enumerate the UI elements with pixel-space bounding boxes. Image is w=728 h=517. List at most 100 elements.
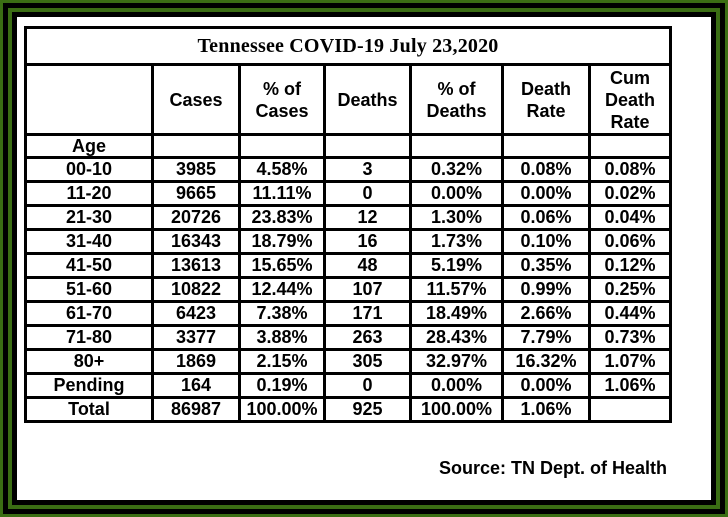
age-cell: 21-30 — [24, 204, 154, 231]
cases-cell: 1869 — [151, 348, 241, 375]
pct-deaths-cell: 0.00% — [409, 180, 504, 207]
table-row: 41-50 13613 15.65% 48 5.19% 0.35% 0.12% — [24, 252, 672, 279]
source-note: Source: TN Dept. of Health — [439, 458, 668, 478]
cases-cell: 20726 — [151, 204, 241, 231]
header-cases: Cases — [151, 63, 241, 136]
pct-deaths-cell: 11.57% — [409, 276, 504, 303]
death-rate-cell: 0.00% — [501, 180, 591, 207]
cases-cell: 164 — [151, 372, 241, 399]
table-row: 21-30 20726 23.83% 12 1.30% 0.06% 0.04% — [24, 204, 672, 231]
cases-cell: 16343 — [151, 228, 241, 255]
death-rate-cell: 0.00% — [501, 372, 591, 399]
age-cell: 71-80 — [24, 324, 154, 351]
deaths-cell: 171 — [323, 300, 412, 327]
header-pct-deaths: % of Deaths — [409, 63, 504, 136]
cases-cell: 6423 — [151, 300, 241, 327]
header-blank — [24, 63, 154, 136]
cum-death-rate-cell: 0.02% — [588, 180, 672, 207]
cum-death-rate-cell: 0.04% — [588, 204, 672, 231]
table-row: Pending 164 0.19% 0 0.00% 0.00% 1.06% — [24, 372, 672, 399]
pct-cases-cell: 11.11% — [238, 180, 326, 207]
age-label: Age — [24, 133, 154, 159]
table-row: 51-60 10822 12.44% 107 11.57% 0.99% 0.25% — [24, 276, 672, 303]
cum-death-rate-cell: 1.07% — [588, 348, 672, 375]
age-cell: 00-10 — [24, 156, 154, 183]
pct-cases-cell: 3.88% — [238, 324, 326, 351]
table-row: 11-20 9665 11.11% 0 0.00% 0.00% 0.02% — [24, 180, 672, 207]
deaths-cell: 0 — [323, 372, 412, 399]
pct-cases-cell: 100.00% — [238, 396, 326, 423]
death-rate-cell: 0.10% — [501, 228, 591, 255]
age-label-row: Age — [24, 133, 672, 159]
age-cell: 41-50 — [24, 252, 154, 279]
cases-cell: 3377 — [151, 324, 241, 351]
deaths-cell: 925 — [323, 396, 412, 423]
cum-death-rate-cell: 1.06% — [588, 372, 672, 399]
age-cell: 80+ — [24, 348, 154, 375]
cum-death-rate-cell: 0.08% — [588, 156, 672, 183]
header-pct-cases: % of Cases — [238, 63, 326, 136]
table-row: Total 86987 100.00% 925 100.00% 1.06% — [24, 396, 672, 423]
table-row: 71-80 3377 3.88% 263 28.43% 7.79% 0.73% — [24, 324, 672, 351]
cases-cell: 9665 — [151, 180, 241, 207]
deaths-cell: 3 — [323, 156, 412, 183]
cum-death-rate-cell — [588, 396, 672, 423]
death-rate-cell: 0.08% — [501, 156, 591, 183]
deaths-cell: 48 — [323, 252, 412, 279]
deaths-cell: 12 — [323, 204, 412, 231]
cum-death-rate-cell: 0.25% — [588, 276, 672, 303]
header-death-rate: Death Rate — [501, 63, 591, 136]
death-rate-cell: 7.79% — [501, 324, 591, 351]
table-row: 31-40 16343 18.79% 16 1.73% 0.10% 0.06% — [24, 228, 672, 255]
pct-cases-cell: 0.19% — [238, 372, 326, 399]
pct-cases-cell: 15.65% — [238, 252, 326, 279]
pct-cases-cell: 12.44% — [238, 276, 326, 303]
deaths-cell: 16 — [323, 228, 412, 255]
pct-cases-cell: 18.79% — [238, 228, 326, 255]
pct-deaths-cell: 28.43% — [409, 324, 504, 351]
covid-table: Tennessee COVID-19 July 23,2020 Cases % … — [24, 26, 672, 423]
cum-death-rate-cell: 0.73% — [588, 324, 672, 351]
cases-cell: 10822 — [151, 276, 241, 303]
deaths-cell: 107 — [323, 276, 412, 303]
deaths-cell: 305 — [323, 348, 412, 375]
header-cum-death-rate: Cum Death Rate — [588, 63, 672, 136]
table-row: 61-70 6423 7.38% 171 18.49% 2.66% 0.44% — [24, 300, 672, 327]
pct-deaths-cell: 100.00% — [409, 396, 504, 423]
header-row: Cases % of Cases Deaths % of Deaths Deat… — [24, 63, 672, 136]
death-rate-cell: 16.32% — [501, 348, 591, 375]
age-cell: 61-70 — [24, 300, 154, 327]
pct-deaths-cell: 0.00% — [409, 372, 504, 399]
death-rate-cell: 1.06% — [501, 396, 591, 423]
death-rate-cell: 0.06% — [501, 204, 591, 231]
pct-deaths-cell: 5.19% — [409, 252, 504, 279]
table-title: Tennessee COVID-19 July 23,2020 — [24, 26, 672, 66]
age-cell: 31-40 — [24, 228, 154, 255]
cum-death-rate-cell: 0.44% — [588, 300, 672, 327]
pct-deaths-cell: 32.97% — [409, 348, 504, 375]
pct-deaths-cell: 0.32% — [409, 156, 504, 183]
age-cell: Total — [24, 396, 154, 423]
pct-deaths-cell: 1.30% — [409, 204, 504, 231]
pct-deaths-cell: 1.73% — [409, 228, 504, 255]
death-rate-cell: 2.66% — [501, 300, 591, 327]
deaths-cell: 263 — [323, 324, 412, 351]
deaths-cell: 0 — [323, 180, 412, 207]
age-cell: Pending — [24, 372, 154, 399]
pct-cases-cell: 4.58% — [238, 156, 326, 183]
pct-cases-cell: 7.38% — [238, 300, 326, 327]
pct-cases-cell: 2.15% — [238, 348, 326, 375]
pct-deaths-cell: 18.49% — [409, 300, 504, 327]
header-deaths: Deaths — [323, 63, 412, 136]
cum-death-rate-cell: 0.12% — [588, 252, 672, 279]
table-row: 80+ 1869 2.15% 305 32.97% 16.32% 1.07% — [24, 348, 672, 375]
cases-cell: 86987 — [151, 396, 241, 423]
death-rate-cell: 0.35% — [501, 252, 591, 279]
cum-death-rate-cell: 0.06% — [588, 228, 672, 255]
age-cell: 51-60 — [24, 276, 154, 303]
age-cell: 11-20 — [24, 180, 154, 207]
cases-cell: 13613 — [151, 252, 241, 279]
table-row: 00-10 3985 4.58% 3 0.32% 0.08% 0.08% — [24, 156, 672, 183]
death-rate-cell: 0.99% — [501, 276, 591, 303]
pct-cases-cell: 23.83% — [238, 204, 326, 231]
